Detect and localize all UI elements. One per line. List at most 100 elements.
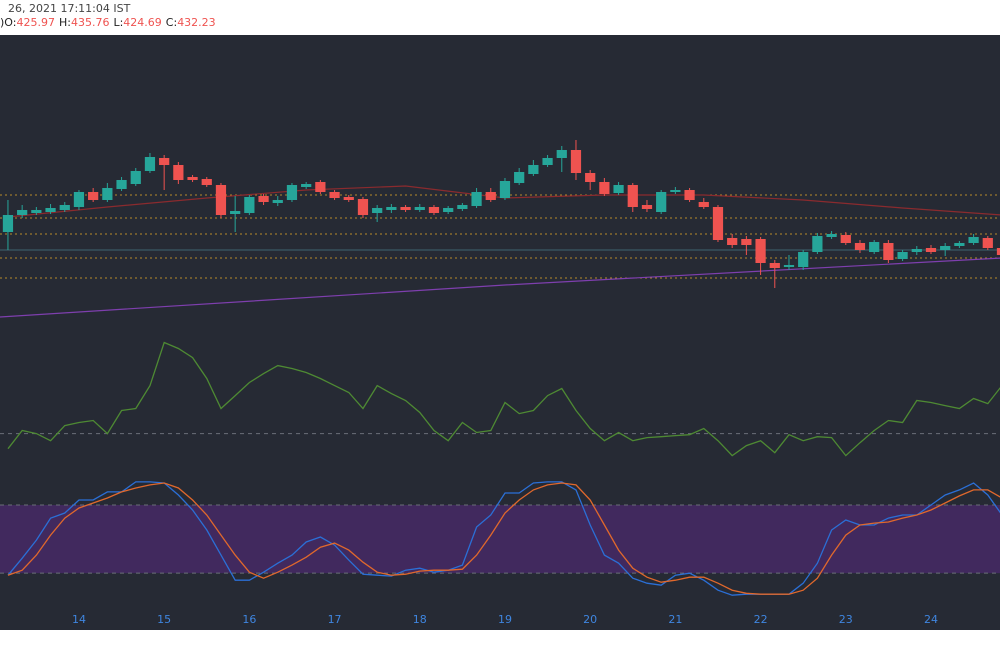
x-tick-label: 18: [413, 613, 427, 626]
x-tick-label: 14: [72, 613, 86, 626]
candle-body: [485, 192, 496, 200]
ohlc-header: )O:425.97 H:435.76 L:424.69 C:432.23: [0, 16, 216, 29]
candle-body: [684, 190, 695, 200]
candle-body: [755, 239, 766, 263]
candle-body: [613, 185, 624, 193]
candle-body: [883, 243, 894, 260]
candle-body: [585, 173, 596, 182]
candle-body: [386, 207, 397, 210]
candle-body: [428, 207, 440, 213]
x-tick-label: 22: [754, 613, 768, 626]
ohlc-text: )O:425.97 H:435.76 L:424.69 C:432.23: [0, 16, 216, 29]
candle-body: [869, 242, 880, 252]
candle-body: [272, 200, 283, 203]
candle-body: [514, 172, 525, 183]
candle-body: [130, 171, 141, 184]
candle-body: [954, 243, 965, 246]
candle-body: [187, 177, 198, 180]
ohlc-value: 435.76: [71, 16, 110, 29]
candle-body: [116, 180, 127, 189]
candle-body: [443, 208, 454, 212]
candle-body: [570, 150, 582, 173]
candle-body: [286, 185, 298, 200]
candle-body: [59, 205, 70, 210]
candle-body: [769, 263, 780, 268]
candle-body: [897, 252, 908, 259]
x-tick-label: 15: [157, 613, 171, 626]
candle-body: [528, 165, 539, 174]
candle-body: [641, 205, 653, 209]
candle-body: [301, 184, 312, 187]
candle-body: [826, 234, 837, 237]
candle-body: [343, 197, 354, 200]
candle-body: [996, 248, 1000, 255]
x-tick-label: 20: [583, 613, 597, 626]
candle-body: [88, 192, 99, 200]
candle-body: [230, 211, 241, 214]
candle-body: [471, 192, 482, 206]
candle-body: [244, 197, 255, 213]
candle-body: [840, 235, 851, 243]
band: [0, 505, 1000, 574]
date-text: 26, 2021 17:11:04 IST: [8, 2, 131, 15]
candle-body: [556, 150, 567, 158]
candle-body: [911, 249, 922, 252]
candle-body: [357, 199, 369, 215]
x-tick-label: 21: [668, 613, 682, 626]
candle-body: [17, 210, 28, 215]
candle-body: [656, 192, 667, 212]
candle-body: [854, 243, 866, 250]
x-tick-label: 17: [328, 613, 342, 626]
ohlc-label: H:: [59, 16, 71, 29]
candle-body: [457, 205, 468, 209]
candle-body: [798, 252, 809, 267]
candle-body: [215, 185, 227, 215]
candle-body: [727, 238, 738, 245]
plot: 14 15 16 17 18 19 20 21 22 23 24: [0, 140, 1000, 626]
ohlc-label: L:: [113, 16, 123, 29]
candle-body: [159, 158, 170, 165]
candle-body: [372, 208, 383, 213]
x-tick-label: 23: [839, 613, 853, 626]
prefix: ): [0, 16, 4, 29]
candle-body: [173, 165, 184, 180]
candle-body: [712, 207, 724, 240]
candle-body: [2, 215, 14, 232]
candle-body: [45, 208, 56, 212]
candle-body: [499, 181, 511, 198]
candle-body: [144, 157, 156, 171]
indicator-line: [7, 481, 1000, 596]
candle-body: [315, 182, 326, 192]
candle-body: [627, 185, 638, 207]
candle-body: [812, 236, 823, 252]
candle-body: [414, 207, 425, 210]
candle-body: [201, 179, 212, 185]
candle-body: [329, 192, 340, 198]
candle-body: [783, 265, 795, 267]
ohlc-label: O:: [4, 16, 16, 29]
ohlc-value: 425.97: [16, 16, 55, 29]
candle-body: [741, 239, 752, 245]
candle-body: [940, 246, 951, 250]
ohlc-value: 432.23: [177, 16, 216, 29]
candle-body: [670, 190, 681, 192]
x-tick-label: 19: [498, 613, 512, 626]
candle-body: [400, 207, 411, 210]
indicator-line: [7, 482, 1000, 595]
candle-body: [31, 210, 42, 213]
candle-body: [982, 238, 993, 248]
x-tick-label: 24: [924, 613, 938, 626]
candle-body: [258, 196, 269, 202]
candle-body: [542, 158, 553, 165]
candle-body: [599, 182, 610, 194]
candle-body: [73, 192, 85, 207]
indicator-line: [7, 341, 1000, 457]
candle-body: [925, 248, 937, 252]
candle-body: [968, 237, 979, 243]
ohlc-value: 424.69: [123, 16, 162, 29]
moving-average: [0, 257, 1000, 318]
candle-body: [698, 202, 709, 207]
x-tick-label: 16: [242, 613, 256, 626]
